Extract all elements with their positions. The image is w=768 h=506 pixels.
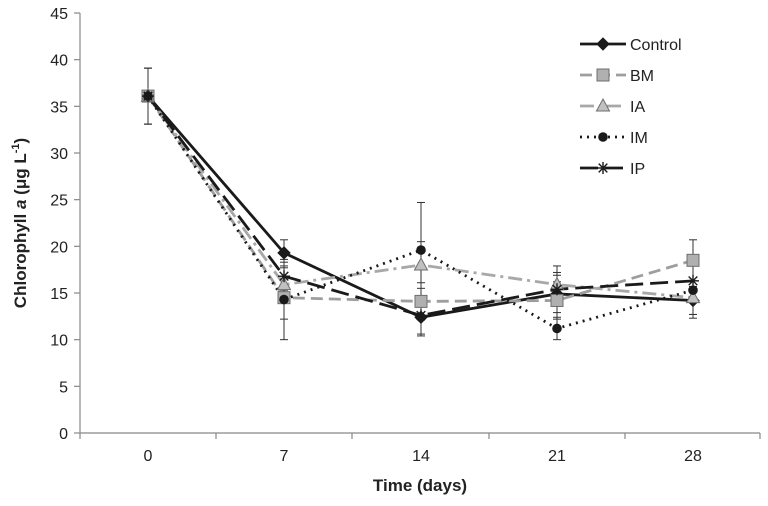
axes	[79, 13, 760, 434]
legend: Control BM IA IM IP	[580, 37, 682, 178]
star-stroke	[416, 310, 426, 321]
point-im-28	[688, 285, 698, 296]
y-tick-label: 10	[50, 333, 68, 350]
y-tick-label: 30	[50, 146, 68, 163]
legend-label-bm: BM	[630, 68, 654, 85]
y-tick-label: 0	[59, 426, 68, 443]
y-tick-label: 15	[50, 286, 68, 303]
legend-label-ip: IP	[630, 161, 645, 178]
x-tick-label: 14	[412, 448, 430, 465]
legend-label-control: Control	[630, 37, 682, 54]
legend-marker-im	[598, 132, 608, 142]
series-line-ip	[146, 95, 694, 317]
point-control-7	[277, 246, 291, 260]
point-bm-21	[550, 293, 564, 307]
x-tick-label: 0	[144, 448, 153, 465]
point-bm-28	[686, 253, 700, 267]
legend-marker-control	[596, 37, 610, 51]
x-axis-title: Time (days)	[373, 476, 467, 495]
legend-item-ia: IA	[580, 97, 645, 116]
legend-label-im: IM	[630, 130, 648, 147]
y-tick-label: 35	[50, 99, 68, 116]
star-stroke	[552, 284, 562, 295]
legend-item-control: Control	[580, 37, 682, 54]
star-stroke	[143, 91, 153, 101]
legend-item-ip: IP	[580, 161, 645, 178]
y-tick-label: 25	[50, 193, 68, 210]
point-im-7	[279, 294, 289, 305]
point-ip-14	[415, 309, 427, 322]
y-axis-title-italic: a	[11, 200, 30, 209]
star-stroke	[598, 163, 608, 173]
legend-marker-ia	[595, 97, 611, 112]
star-stroke	[279, 271, 289, 282]
point-bm-14	[414, 294, 428, 308]
star-stroke	[688, 276, 698, 286]
x-tick-label: 7	[280, 448, 289, 465]
y-axis-title: Chlorophyll a (μg L-1)	[10, 138, 30, 308]
y-tick-label: 45	[50, 6, 68, 23]
legend-item-bm: BM	[580, 68, 654, 85]
y-axis-title-superscript: -1	[10, 143, 22, 153]
legend-label-ia: IA	[630, 99, 645, 116]
point-ia-7	[276, 276, 292, 291]
y-axis-title-close: )	[11, 138, 30, 144]
y-tick-label: 20	[50, 239, 68, 256]
x-tick-label: 21	[548, 448, 566, 465]
legend-marker-ip	[597, 162, 609, 174]
y-tick-label: 5	[59, 379, 68, 396]
legend-item-im: IM	[580, 130, 648, 147]
point-im-14	[416, 245, 426, 255]
point-ip-21	[551, 283, 563, 296]
y-axis-title-unit: (μg L	[11, 153, 30, 199]
x-tick-label: 28	[684, 448, 702, 465]
point-ia-14	[413, 256, 429, 271]
y-tick-label: 40	[50, 53, 68, 70]
point-ip-7	[278, 270, 290, 283]
point-ip-0	[142, 90, 154, 103]
point-ia-28	[685, 289, 701, 304]
point-im-21	[552, 323, 562, 334]
ticks: 0 5 10 15 20 25 30 35 40 45 0 7 14 21 28	[50, 6, 761, 465]
point-ip-28	[687, 274, 699, 287]
y-axis-title-prefix: Chlorophyll	[11, 209, 30, 308]
series-markers	[140, 88, 701, 334]
legend-marker-bm	[596, 68, 610, 82]
